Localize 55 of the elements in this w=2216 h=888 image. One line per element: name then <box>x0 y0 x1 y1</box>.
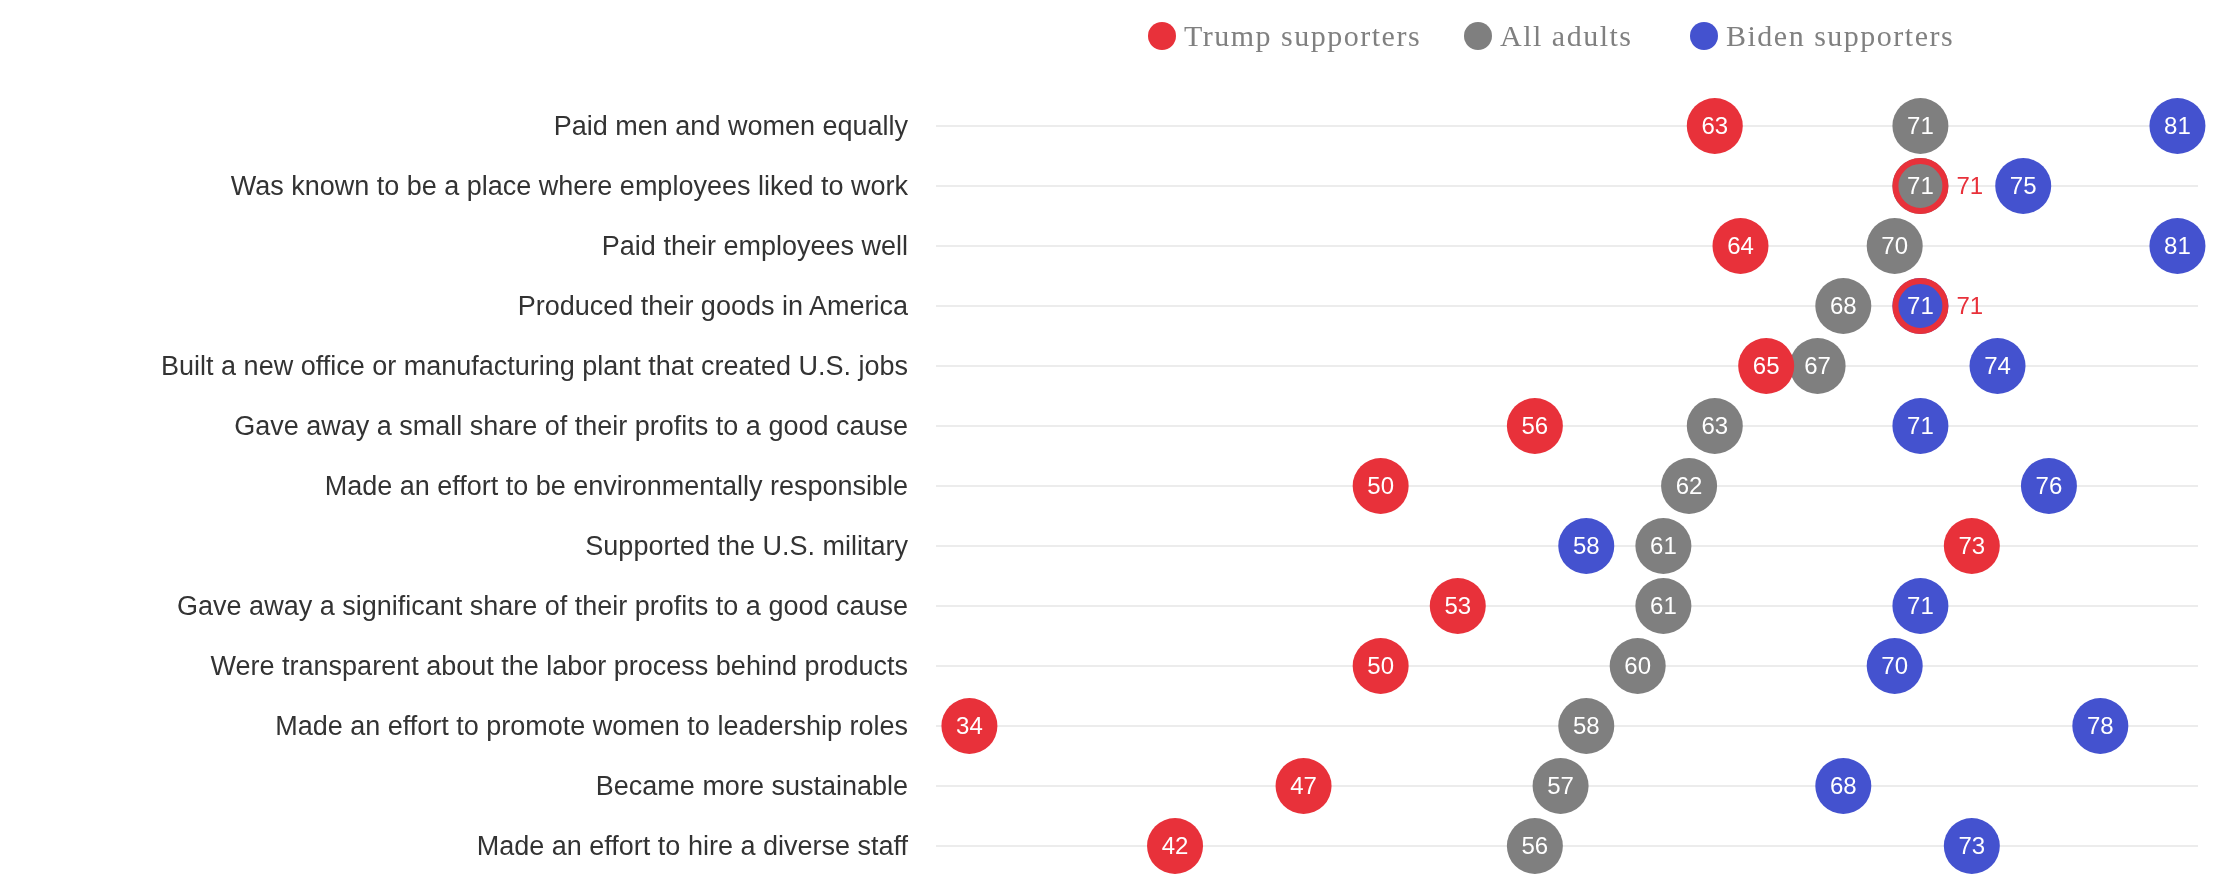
data-label: 71 <box>1907 112 1934 139</box>
data-label: 57 <box>1547 772 1574 799</box>
data-label: 60 <box>1624 652 1652 679</box>
data-label: 71 <box>1907 172 1934 199</box>
data-label: 63 <box>1701 412 1729 439</box>
data-label: 71 <box>1956 292 1984 319</box>
y-tick-label: Paid their employees well <box>601 231 908 261</box>
data-label: 78 <box>2086 712 2114 739</box>
data-label: 68 <box>1829 292 1857 319</box>
data-label: 61 <box>1650 592 1677 619</box>
data-label: 56 <box>1521 832 1549 859</box>
y-tick-label: Produced their goods in America <box>517 291 909 321</box>
data-label: 56 <box>1521 412 1549 439</box>
data-label: 65 <box>1752 352 1780 379</box>
data-label: 53 <box>1444 592 1472 619</box>
data-label: 61 <box>1650 532 1677 559</box>
data-label: 50 <box>1367 472 1395 499</box>
y-tick-label: Gave away a small share of their profits to a good cause <box>234 411 908 441</box>
y-tick-label: Made an effort to promote women to leadership roles <box>275 711 908 741</box>
data-label: 63 <box>1701 112 1729 139</box>
data-label: 71 <box>1907 292 1934 319</box>
data-label: 71 <box>1907 412 1934 439</box>
data-label: 67 <box>1804 352 1831 379</box>
data-label: 76 <box>2035 472 2063 499</box>
y-tick-label: Paid men and women equally <box>553 111 909 141</box>
y-tick-label: Gave away a significant share of their profits to a good cause <box>177 591 908 621</box>
y-tick-label: Were transparent about the labor process behind products <box>210 651 908 681</box>
y-tick-label: Made an effort to be environmentally responsible <box>324 471 908 501</box>
data-label: 50 <box>1367 652 1395 679</box>
data-label: 81 <box>2164 232 2191 259</box>
legend-label: Trump supporters <box>1184 19 1422 52</box>
data-label: 58 <box>1572 532 1600 559</box>
data-label: 64 <box>1727 232 1754 259</box>
data-label: 42 <box>1161 832 1189 859</box>
data-label: 70 <box>1881 652 1909 679</box>
data-label: 74 <box>1984 352 2011 379</box>
data-label: 68 <box>1829 772 1857 799</box>
y-tick-label: Made an effort to hire a diverse staff <box>476 831 909 861</box>
y-tick-label: Was known to be a place where employees liked to work <box>230 171 909 201</box>
data-label: 81 <box>2164 112 2191 139</box>
data-label: 58 <box>1572 712 1600 739</box>
data-label: 71 <box>1907 592 1934 619</box>
y-tick-label: Built a new office or manufacturing plant that created U.S. jobs <box>161 351 908 381</box>
data-label: 73 <box>1958 532 1986 559</box>
data-label: 73 <box>1958 832 1986 859</box>
legend-label: Biden supporters <box>1726 19 1955 52</box>
y-tick-label: Became more sustainable <box>595 771 908 801</box>
data-label: 62 <box>1675 472 1703 499</box>
data-label: 75 <box>2009 172 2037 199</box>
data-label: 47 <box>1290 772 1317 799</box>
data-label: 70 <box>1881 232 1909 259</box>
y-tick-label: Supported the U.S. military <box>585 531 909 561</box>
data-label: 34 <box>956 712 983 739</box>
legend-label: All adults <box>1500 19 1633 52</box>
data-label: 71 <box>1956 172 1984 199</box>
